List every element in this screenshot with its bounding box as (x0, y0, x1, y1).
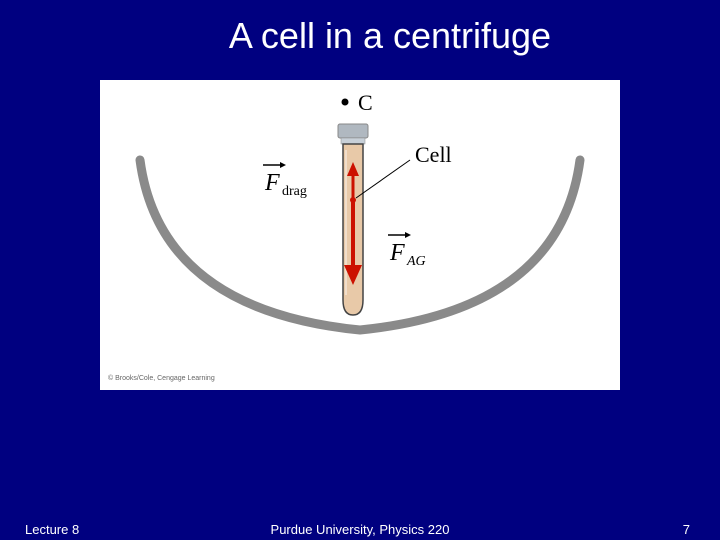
cell-label: Cell (415, 142, 452, 167)
svg-text:F: F (264, 170, 280, 196)
cell-pointer-line (356, 160, 410, 198)
center-label: C (358, 90, 373, 115)
svg-text:F: F (389, 240, 405, 266)
copyright-text: © Brooks/Cole, Cengage Learning (108, 374, 215, 382)
footer-lecture-number: Lecture 8 (25, 522, 79, 537)
center-point (342, 99, 349, 106)
footer-university: Purdue University, Physics 220 (271, 522, 450, 537)
diagram-svg: C Cell F dra (100, 80, 620, 390)
slide-title: A cell in a centrifuge (0, 0, 720, 57)
footer-page-number: 7 (683, 522, 690, 537)
force-drag-label: F drag (263, 162, 307, 199)
svg-text:drag: drag (282, 184, 307, 199)
force-ag-label: F AG (388, 232, 426, 269)
svg-text:AG: AG (406, 254, 426, 269)
diagram-panel: C Cell F dra (100, 80, 620, 390)
